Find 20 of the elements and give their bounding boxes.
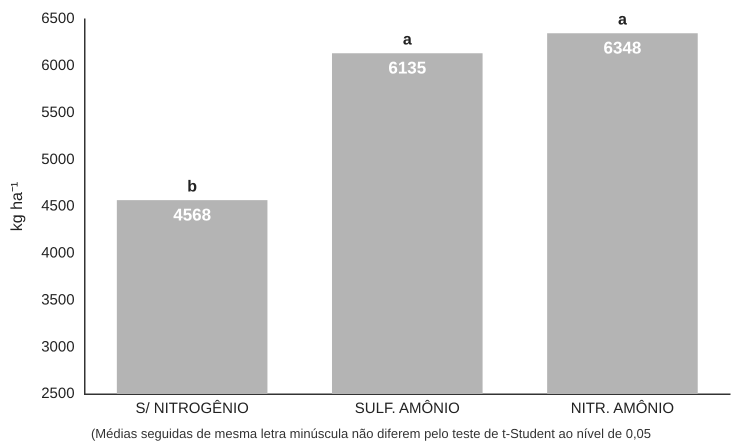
data-label: 6348 <box>604 38 642 58</box>
data-label: 6135 <box>388 58 426 78</box>
y-tick-label: 4500 <box>41 198 75 215</box>
y-tick-label: 6500 <box>41 10 75 28</box>
y-axis-title: kg ha⁻¹ <box>9 182 26 232</box>
annotation: a <box>618 12 627 29</box>
annotation: a <box>402 32 412 49</box>
annotation: b <box>187 178 198 196</box>
y-tick-label: 4000 <box>41 244 75 262</box>
x-tick-label: S/ NITROGÊNIO <box>135 399 249 418</box>
y-tick-label: 5000 <box>41 150 75 168</box>
data-label: 4568 <box>173 205 212 224</box>
y-tick-label: 5500 <box>41 104 75 121</box>
y-tick-label: 2500 <box>41 385 75 402</box>
y-tick-label: 6000 <box>41 57 75 74</box>
text: (Médias seguidas de mesma letra minúscula não diferem pelo teste de t-Student ao nível de 0,05 <box>90 426 652 441</box>
y-tick-label: 3500 <box>41 291 75 308</box>
y-tick-label: 3000 <box>41 338 75 356</box>
x-tick-label: SULF. AMÔNIO <box>354 399 460 418</box>
x-tick-label: NITR. AMÔNIO <box>570 399 674 418</box>
